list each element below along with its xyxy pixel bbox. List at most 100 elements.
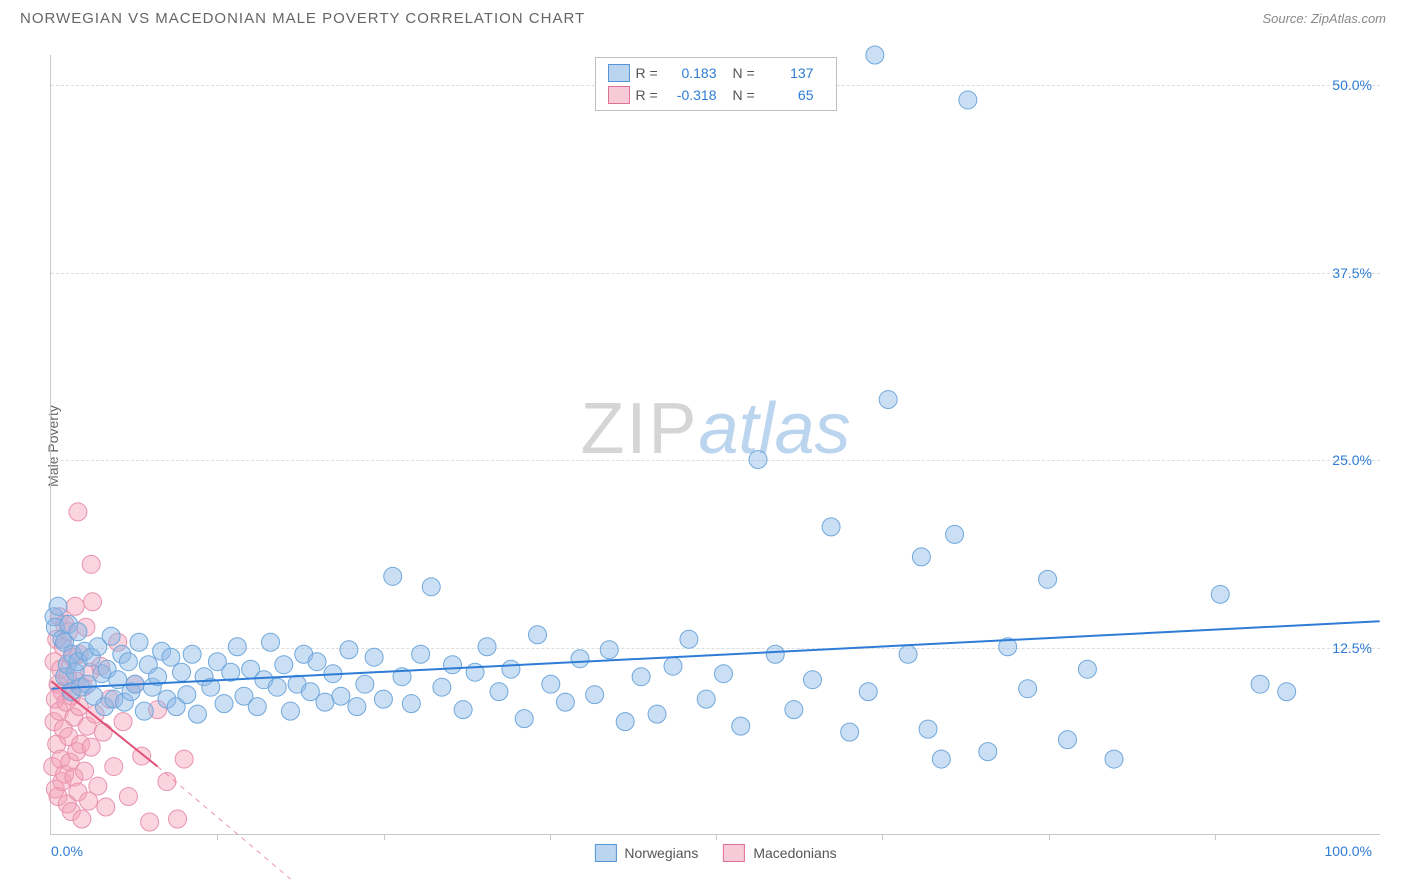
scatter-point — [1211, 585, 1229, 603]
scatter-point — [502, 660, 520, 678]
swatch-blue-icon — [608, 64, 630, 82]
scatter-point — [158, 773, 176, 791]
stats-legend-row: R = -0.318 N = 65 — [608, 84, 824, 106]
scatter-point — [141, 813, 159, 831]
scatter-point — [632, 668, 650, 686]
scatter-point — [912, 548, 930, 566]
scatter-point — [215, 695, 233, 713]
stats-legend: R = 0.183 N = 137 R = -0.318 N = 65 — [595, 57, 837, 111]
x-tick-mark — [882, 834, 883, 840]
scatter-point — [586, 686, 604, 704]
x-tick-label: 0.0% — [51, 843, 83, 859]
scatter-point — [130, 633, 148, 651]
x-tick-mark — [384, 834, 385, 840]
scatter-point — [162, 648, 180, 666]
scatter-point — [422, 578, 440, 596]
x-tick-mark — [1215, 834, 1216, 840]
x-tick-label: 100.0% — [1325, 843, 1372, 859]
scatter-point — [600, 641, 618, 659]
scatter-point — [183, 645, 201, 663]
scatter-point — [340, 641, 358, 659]
x-tick-mark — [550, 834, 551, 840]
scatter-point — [308, 653, 326, 671]
scatter-point — [803, 671, 821, 689]
scatter-point — [766, 645, 784, 663]
scatter-point — [1059, 731, 1077, 749]
n-label: N = — [733, 87, 763, 103]
series-legend: Norwegians Macedonians — [594, 844, 836, 862]
scatter-point — [616, 713, 634, 731]
scatter-point — [490, 683, 508, 701]
x-tick-mark — [716, 834, 717, 840]
scatter-point — [94, 723, 112, 741]
scatter-point — [932, 750, 950, 768]
scatter-point — [281, 702, 299, 720]
scatter-point — [732, 717, 750, 735]
scatter-point — [97, 798, 115, 816]
scatter-point — [268, 678, 286, 696]
scatter-point — [959, 91, 977, 109]
r-label: R = — [636, 87, 666, 103]
scatter-point — [1278, 683, 1296, 701]
n-value: 137 — [769, 65, 824, 81]
scatter-point — [749, 450, 767, 468]
r-label: R = — [636, 65, 666, 81]
scatter-point — [859, 683, 877, 701]
legend-label: Norwegians — [624, 845, 698, 861]
scatter-point — [515, 710, 533, 728]
scatter-point — [384, 567, 402, 585]
x-tick-mark — [217, 834, 218, 840]
scatter-point — [76, 762, 94, 780]
scatter-point — [102, 627, 120, 645]
scatter-point — [571, 650, 589, 668]
r-value: 0.183 — [672, 65, 727, 81]
scatter-point — [899, 645, 917, 663]
scatter-point — [228, 638, 246, 656]
scatter-point — [365, 648, 383, 666]
scatter-point — [1251, 675, 1269, 693]
scatter-point — [73, 810, 91, 828]
scatter-point — [1019, 680, 1037, 698]
scatter-point — [1039, 570, 1057, 588]
scatter-point — [49, 597, 67, 615]
scatter-point — [664, 657, 682, 675]
scatter-point — [697, 690, 715, 708]
scatter-point — [173, 663, 191, 681]
scatter-point — [648, 705, 666, 723]
scatter-point — [680, 630, 698, 648]
scatter-point — [332, 687, 350, 705]
scatter-point — [175, 750, 193, 768]
scatter-point — [119, 653, 137, 671]
scatter-point — [348, 698, 366, 716]
scatter-point — [979, 743, 997, 761]
scatter-point — [946, 525, 964, 543]
n-label: N = — [733, 65, 763, 81]
chart-title: NORWEGIAN VS MACEDONIAN MALE POVERTY COR… — [20, 10, 585, 27]
swatch-pink-icon — [608, 86, 630, 104]
scatter-point — [169, 810, 187, 828]
scatter-point — [542, 675, 560, 693]
scatter-point — [316, 693, 334, 711]
scatter-point — [262, 633, 280, 651]
scatter-point — [188, 705, 206, 723]
stats-legend-row: R = 0.183 N = 137 — [608, 62, 824, 84]
r-value: -0.318 — [672, 87, 727, 103]
scatter-point — [105, 758, 123, 776]
scatter-point — [454, 701, 472, 719]
n-value: 65 — [769, 87, 824, 103]
scatter-point — [529, 626, 547, 644]
legend-item: Norwegians — [594, 844, 698, 862]
scatter-point — [866, 46, 884, 64]
scatter-point — [248, 698, 266, 716]
scatter-point — [841, 723, 859, 741]
scatter-point — [444, 656, 462, 674]
scatter-point — [114, 713, 132, 731]
legend-item: Macedonians — [723, 844, 836, 862]
swatch-pink-icon — [723, 844, 745, 862]
chart-plot-area: ZIPatlas 12.5%25.0%37.5%50.0% R = 0.183 … — [50, 55, 1380, 835]
scatter-point — [356, 675, 374, 693]
scatter-point — [69, 503, 87, 521]
scatter-point — [119, 788, 137, 806]
scatter-point — [89, 777, 107, 795]
scatter-point — [433, 678, 451, 696]
